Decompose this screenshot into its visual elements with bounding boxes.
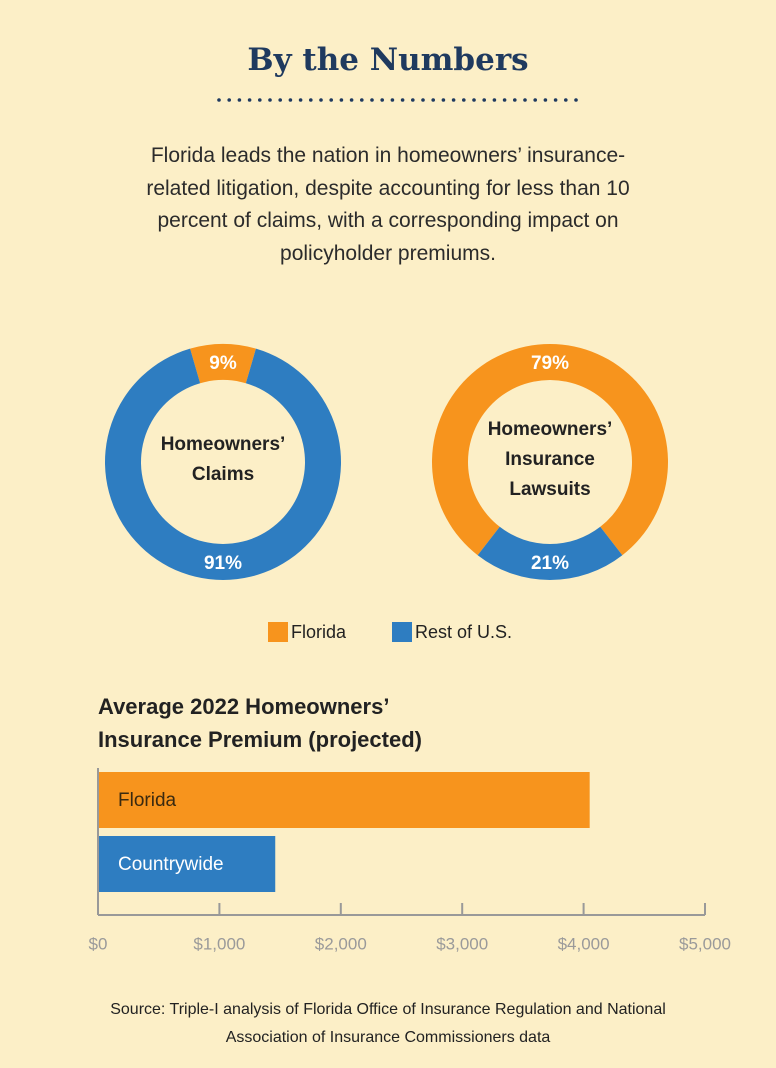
dot-rule	[268, 98, 272, 102]
donut-segment	[190, 343, 256, 384]
dot-rule	[462, 98, 466, 102]
dot-rule	[349, 98, 354, 102]
dot-rule	[543, 98, 548, 102]
x-tick-label: $4,000	[558, 934, 610, 953]
legend-swatch	[268, 622, 288, 642]
dot-rule	[217, 98, 221, 102]
dot-rule	[380, 98, 385, 102]
x-tick-label: $0	[89, 934, 108, 953]
bar-category-label: Florida	[118, 790, 177, 811]
value-label: 9%	[209, 353, 237, 374]
bar-category-label: Countrywide	[118, 854, 224, 875]
dot-rule	[298, 98, 303, 102]
dot-rule	[288, 98, 293, 102]
dot-rule	[329, 98, 334, 102]
dot-rule	[360, 98, 364, 102]
donut-segment	[477, 526, 623, 580]
dot-rule	[564, 98, 568, 102]
dot-rule	[574, 98, 578, 102]
donut-title: Homeowners’ Insurance Lawsuits	[487, 419, 613, 500]
dot-rule	[533, 98, 537, 102]
donut-segment	[105, 348, 342, 580]
dot-rule	[247, 98, 252, 102]
legend-swatch	[392, 622, 412, 642]
dot-rule	[472, 98, 476, 102]
dot-rule	[411, 98, 415, 102]
x-tick-label: $3,000	[436, 934, 488, 953]
dot-rule	[319, 98, 323, 102]
bar	[98, 772, 590, 828]
legend-label: Rest of U.S.	[415, 622, 512, 642]
dot-rule	[339, 98, 344, 102]
dot-rule	[278, 98, 283, 102]
dot-rule	[502, 98, 507, 102]
dot-rule	[309, 98, 313, 102]
page-title: By the Numbers	[247, 42, 529, 78]
dot-rule	[237, 98, 242, 102]
x-tick-label: $2,000	[315, 934, 367, 953]
value-label: 79%	[531, 353, 569, 374]
donut-title: Homeowners’ Claims	[160, 434, 286, 485]
value-label: 91%	[204, 553, 242, 574]
dot-rule	[441, 98, 446, 102]
dot-rule	[523, 98, 527, 102]
bar	[98, 836, 276, 892]
dot-rule	[258, 98, 262, 102]
dot-rule	[451, 98, 456, 102]
dot-rule	[482, 98, 487, 102]
dot-rule	[513, 98, 517, 102]
dot-rule	[553, 98, 558, 102]
dot-rule	[390, 98, 395, 102]
dot-rule	[227, 98, 231, 102]
description: Florida leads the nation in homeowners’ …	[146, 144, 630, 265]
dot-rule	[370, 98, 374, 102]
dot-rule	[492, 98, 497, 102]
dot-rule	[431, 98, 436, 102]
x-tick-label: $5,000	[679, 934, 731, 953]
legend-label: Florida	[291, 622, 347, 642]
bar-chart-title: Average 2022 Homeowners’ Insurance Premi…	[98, 694, 422, 752]
x-tick-label: $1,000	[193, 934, 245, 953]
dot-rule	[400, 98, 405, 102]
donut-segment	[432, 343, 669, 556]
dot-rule	[421, 98, 425, 102]
value-label: 21%	[531, 553, 569, 574]
source-note: Source: Triple-I analysis of Florida Off…	[110, 1001, 666, 1046]
